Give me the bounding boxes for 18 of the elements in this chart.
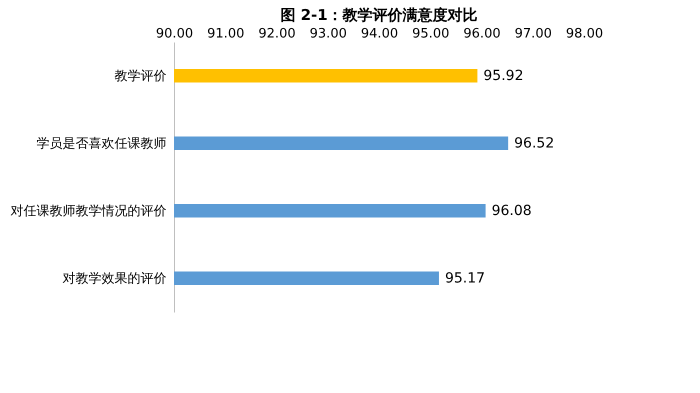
x-tick-label: 96.00 (463, 26, 501, 42)
data-label: 95.17 (444, 270, 486, 286)
x-tick-label: 94.00 (360, 26, 398, 42)
y-tick-label: 对任课教师教学情况的评价 (10, 204, 166, 219)
x-tick-label: 91.00 (207, 26, 244, 42)
y-tick-label: 教学评价 (114, 68, 166, 84)
data-label: 96.52 (514, 135, 554, 152)
chart-title: 图 2-1：教学评价满意度对比 (280, 6, 478, 24)
x-tick-label: 92.00 (258, 26, 296, 42)
x-tick-label: 95.00 (412, 26, 450, 42)
x-tick-label: 98.00 (566, 26, 604, 42)
data-label: 96.08 (492, 202, 532, 219)
x-tick-label: 93.00 (310, 26, 347, 42)
data-label: 95.92 (483, 68, 524, 84)
x-tick-label: 90.00 (156, 26, 194, 42)
y-tick-label: 对教学效果的评价 (62, 271, 166, 286)
x-tick-label: 97.00 (514, 26, 552, 42)
y-tick-label: 学员是否喜欢任课教师 (36, 136, 166, 152)
